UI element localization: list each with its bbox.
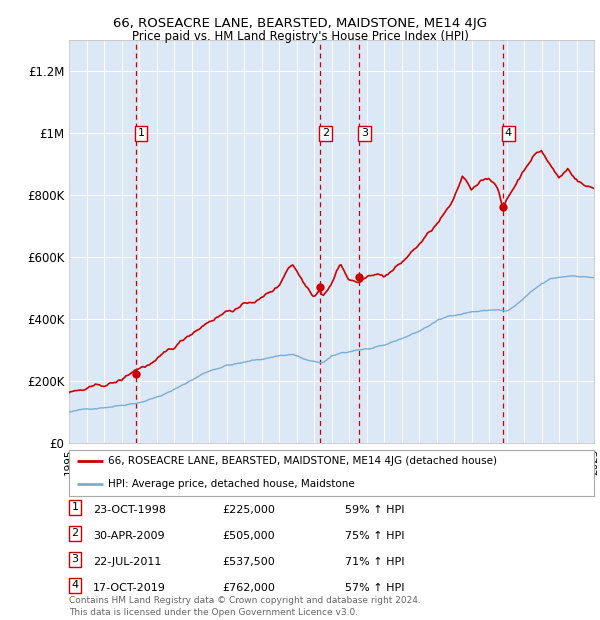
Text: 71% ↑ HPI: 71% ↑ HPI — [345, 557, 404, 567]
Text: 23-OCT-1998: 23-OCT-1998 — [93, 505, 166, 515]
Text: £505,000: £505,000 — [222, 531, 275, 541]
Text: £225,000: £225,000 — [222, 505, 275, 515]
Text: £537,500: £537,500 — [222, 557, 275, 567]
Text: 75% ↑ HPI: 75% ↑ HPI — [345, 531, 404, 541]
Text: 57% ↑ HPI: 57% ↑ HPI — [345, 583, 404, 593]
Text: 1: 1 — [71, 502, 79, 512]
Text: 3: 3 — [361, 128, 368, 138]
Text: 22-JUL-2011: 22-JUL-2011 — [93, 557, 161, 567]
Text: 1: 1 — [137, 128, 145, 138]
Text: 30-APR-2009: 30-APR-2009 — [93, 531, 164, 541]
Text: 66, ROSEACRE LANE, BEARSTED, MAIDSTONE, ME14 4JG: 66, ROSEACRE LANE, BEARSTED, MAIDSTONE, … — [113, 17, 487, 30]
Text: 4: 4 — [505, 128, 512, 138]
Text: 3: 3 — [71, 554, 79, 564]
Text: Price paid vs. HM Land Registry's House Price Index (HPI): Price paid vs. HM Land Registry's House … — [131, 30, 469, 43]
Text: Contains HM Land Registry data © Crown copyright and database right 2024.
This d: Contains HM Land Registry data © Crown c… — [69, 596, 421, 617]
Text: £762,000: £762,000 — [222, 583, 275, 593]
Text: 17-OCT-2019: 17-OCT-2019 — [93, 583, 166, 593]
Text: 4: 4 — [71, 580, 79, 590]
Text: 2: 2 — [71, 528, 79, 538]
Text: 66, ROSEACRE LANE, BEARSTED, MAIDSTONE, ME14 4JG (detached house): 66, ROSEACRE LANE, BEARSTED, MAIDSTONE, … — [109, 456, 497, 466]
Text: 2: 2 — [322, 128, 329, 138]
Text: 59% ↑ HPI: 59% ↑ HPI — [345, 505, 404, 515]
Text: HPI: Average price, detached house, Maidstone: HPI: Average price, detached house, Maid… — [109, 479, 355, 489]
